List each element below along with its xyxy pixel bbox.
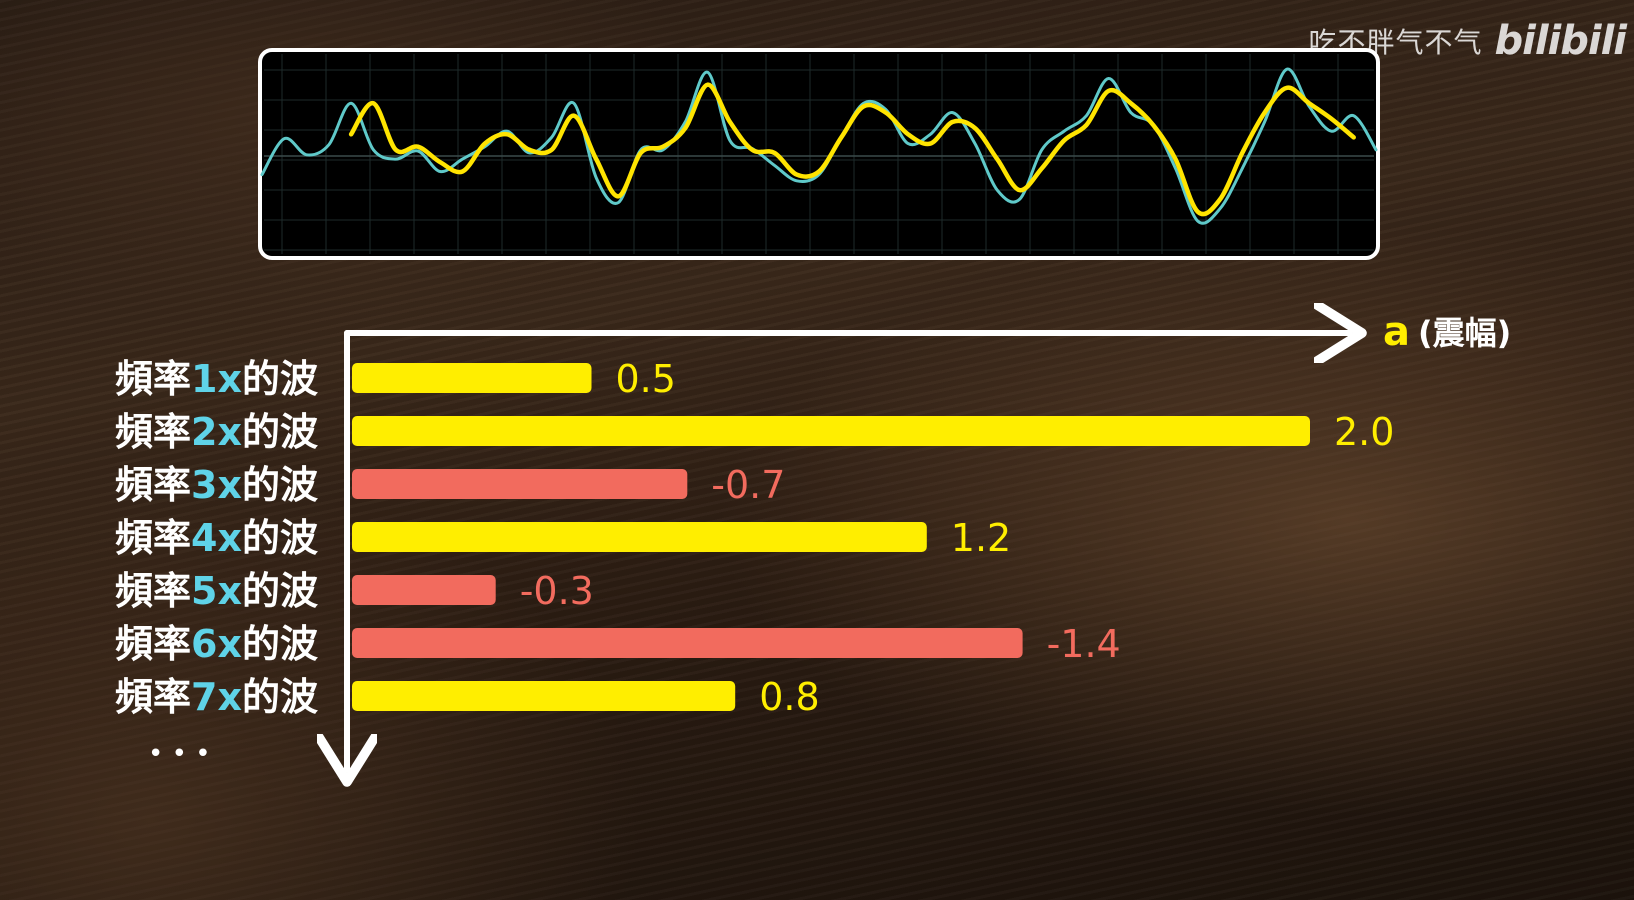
category-label-prefix: 頻率 xyxy=(115,675,191,719)
bar xyxy=(352,469,687,499)
bar-value-label: -0.7 xyxy=(711,463,785,507)
category-label-frequency: 7x xyxy=(191,675,242,719)
category-label: 頻率2x的波 xyxy=(115,410,318,454)
category-label: 頻率7x的波 xyxy=(115,675,318,719)
bar xyxy=(352,575,496,605)
category-label: 頻率3x的波 xyxy=(115,463,318,507)
category-label-frequency: 3x xyxy=(191,463,242,507)
bar-value-label: 0.5 xyxy=(616,357,676,401)
category-label-prefix: 頻率 xyxy=(115,516,191,560)
bar-value-label: 2.0 xyxy=(1334,410,1394,454)
category-label-suffix: 的波 xyxy=(242,463,318,507)
bar xyxy=(352,681,735,711)
category-label-suffix: 的波 xyxy=(242,516,318,560)
bar xyxy=(352,628,1023,658)
bar xyxy=(352,522,927,552)
ellipsis: • • • xyxy=(148,739,211,769)
category-label: 頻率4x的波 xyxy=(115,516,318,560)
category-label-frequency: 6x xyxy=(191,622,242,666)
category-label-suffix: 的波 xyxy=(242,675,318,719)
category-label-prefix: 頻率 xyxy=(115,357,191,401)
category-label: 頻率6x的波 xyxy=(115,622,318,666)
category-label-suffix: 的波 xyxy=(242,410,318,454)
bar-value-label: 0.8 xyxy=(759,675,819,719)
category-label: 頻率5x的波 xyxy=(115,569,318,613)
category-label-prefix: 頻率 xyxy=(115,410,191,454)
bar xyxy=(352,416,1310,446)
category-label-frequency: 4x xyxy=(191,516,242,560)
category-label-frequency: 1x xyxy=(191,357,242,401)
category-label-frequency: 2x xyxy=(191,410,242,454)
category-label-suffix: 的波 xyxy=(242,622,318,666)
category-label-prefix: 頻率 xyxy=(115,622,191,666)
category-label: 頻率1x的波 xyxy=(115,357,318,401)
bar-value-label: -0.3 xyxy=(520,569,594,613)
bar-value-label: 1.2 xyxy=(951,516,1011,560)
bar-value-label: -1.4 xyxy=(1047,622,1121,666)
x-axis-symbol: a xyxy=(1383,309,1410,355)
category-label-frequency: 5x xyxy=(191,569,242,613)
x-axis-label: (震幅) xyxy=(1418,314,1511,352)
category-label-suffix: 的波 xyxy=(242,569,318,613)
category-label-suffix: 的波 xyxy=(242,357,318,401)
category-label-prefix: 頻率 xyxy=(115,569,191,613)
category-label-prefix: 頻率 xyxy=(115,463,191,507)
bar xyxy=(352,363,592,393)
